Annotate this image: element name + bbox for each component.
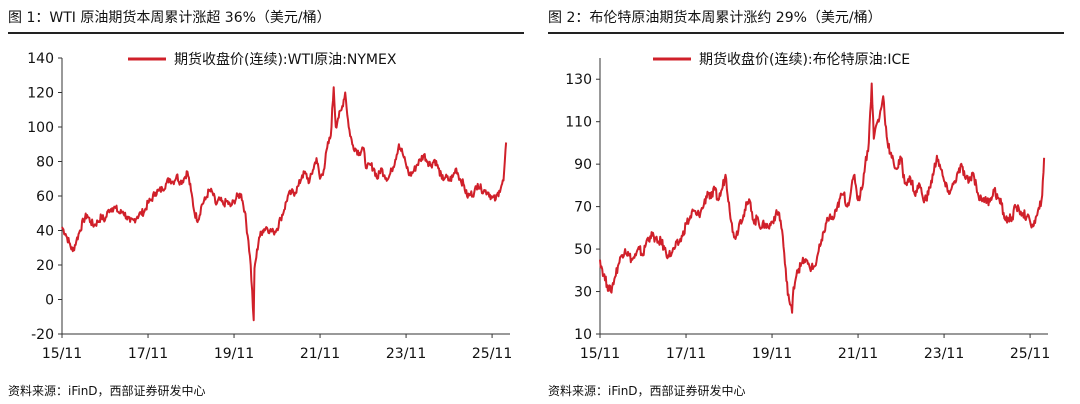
y-tick-label: 10	[574, 327, 592, 343]
y-tick-label: 110	[565, 115, 592, 131]
y-tick-label: 0	[45, 293, 54, 309]
y-tick-label: 60	[36, 189, 54, 205]
x-tick-label: 21/11	[300, 346, 340, 362]
brent-chart: 130 110 90 70 50 30 10 15/11 17/11 19/11 21/11 23/1…	[565, 51, 1050, 362]
x-tick-label: 23/11	[924, 346, 964, 362]
y-tick-label: 130	[565, 72, 592, 88]
x-tick-label: 17/11	[666, 346, 706, 362]
y-tick-label: 120	[27, 86, 54, 102]
x-tick-label: 25/11	[1010, 346, 1050, 362]
wti-chart: 140 120 100 80 60 40 20 0 -20 15/11 17/11 19/11 21/1…	[27, 51, 512, 362]
x-tick-label: 21/11	[838, 346, 878, 362]
chart-panel-wti: 图 1：WTI 原油期货本周累计涨超 36%（美元/桶） 140 120 100 80…	[8, 0, 538, 404]
x-tick-label: 19/11	[752, 346, 792, 362]
x-tick-label: 15/11	[42, 346, 82, 362]
y-tick-label: 80	[36, 155, 54, 171]
x-tick-label: 19/11	[214, 346, 254, 362]
legend-label: 期货收盘价(连续):WTI原油:NYMEX	[174, 51, 397, 68]
x-tick-label: 15/11	[580, 346, 620, 362]
x-tick-label: 23/11	[386, 346, 426, 362]
y-tick-label: 100	[27, 120, 54, 136]
y-tick-label: 70	[574, 200, 592, 216]
x-tick-label: 25/11	[472, 346, 512, 362]
title-divider	[8, 32, 524, 34]
y-tick-label: -20	[31, 327, 54, 343]
title-divider	[548, 32, 1064, 34]
y-tick-label: 40	[36, 224, 54, 240]
figure-title: 图 1：WTI 原油期货本周累计涨超 36%（美元/桶）	[8, 10, 331, 26]
y-tick-label: 90	[574, 157, 592, 173]
source-note: 资料来源：iFinD，西部证券研发中心	[548, 384, 746, 398]
series-line	[599, 82, 1046, 314]
y-tick-label: 30	[574, 285, 592, 301]
chart-panel-brent: 图 2：布伦特原油期货本周累计涨约 29%（美元/桶） 130 110 90 70 50…	[548, 0, 1078, 404]
legend-label: 期货收盘价(连续):布伦特原油:ICE	[699, 51, 910, 68]
figure-title: 图 2：布伦特原油期货本周累计涨约 29%（美元/桶）	[548, 10, 882, 26]
y-tick-label: 20	[36, 258, 54, 274]
series-line	[61, 86, 508, 322]
y-tick-label: 140	[27, 51, 54, 67]
y-tick-label: 50	[574, 242, 592, 258]
x-tick-label: 17/11	[128, 346, 168, 362]
source-note: 资料来源：iFinD，西部证券研发中心	[8, 384, 206, 398]
